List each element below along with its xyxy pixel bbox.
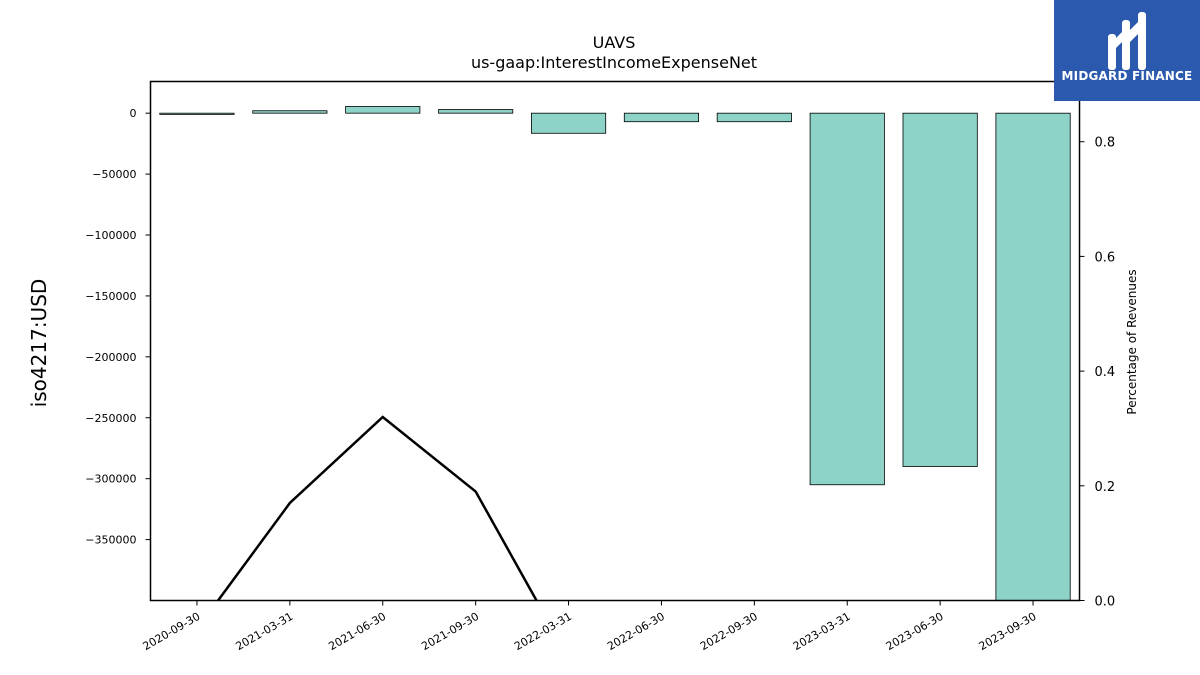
y2-tick-label: 0.6 [1095, 250, 1116, 265]
x-tick-label: 2020-09-30 [141, 610, 203, 653]
bar [438, 109, 514, 114]
y-axis-label: iso4217:USD [27, 279, 51, 408]
bar [623, 112, 700, 123]
bar [902, 112, 978, 467]
bars-layer [159, 106, 1071, 601]
bar [530, 112, 607, 134]
bar [159, 112, 235, 115]
bar [995, 112, 1071, 601]
bar [809, 112, 885, 486]
y-tick-label: 0 [130, 107, 137, 120]
x-tick-label: 2023-03-31 [791, 610, 853, 653]
x-tick-label: 2022-09-30 [698, 610, 760, 653]
y2-tick-label: 0.4 [1095, 365, 1116, 380]
x-tick-label: 2021-09-30 [419, 610, 481, 653]
midgard-logo-icon [1054, 0, 1200, 101]
line-layer [217, 415, 538, 602]
x-tick-label: 2021-06-30 [326, 610, 388, 653]
y2-axis-label: Percentage of Revenues [1125, 269, 1139, 414]
x-tick-label: 2023-09-30 [977, 610, 1039, 653]
y-tick-label: −350000 [85, 534, 136, 547]
brand-logo: MIDGARD FINANCE [1054, 0, 1200, 101]
y-tick-label: −300000 [85, 473, 136, 486]
percentage-line [217, 415, 538, 602]
y-tick-label: −150000 [85, 290, 136, 303]
y-tick-label: −50000 [92, 168, 136, 181]
y2-tick-label: 0.2 [1095, 480, 1116, 495]
y2-tick-label: 0.0 [1095, 595, 1116, 610]
y-tick-label: −200000 [85, 351, 136, 364]
x-tick-label: 2022-03-31 [512, 610, 574, 653]
y2-tick-label: 0.8 [1095, 136, 1116, 151]
x-tick-label: 2023-06-30 [884, 610, 946, 653]
bar [345, 106, 421, 114]
y-tick-label: −250000 [85, 412, 136, 425]
bar [716, 112, 792, 123]
x-tick-label: 2022-06-30 [605, 610, 667, 653]
y-tick-label: −100000 [85, 229, 136, 242]
chart-subtitle: us-gaap:InterestIncomeExpenseNet [471, 53, 757, 72]
bar [252, 110, 328, 114]
x-tick-label: 2021-03-31 [233, 610, 295, 653]
plot-frame [149, 80, 1081, 602]
brand-name: MIDGARD FINANCE [1061, 69, 1193, 83]
chart-title: UAVS [593, 33, 636, 52]
